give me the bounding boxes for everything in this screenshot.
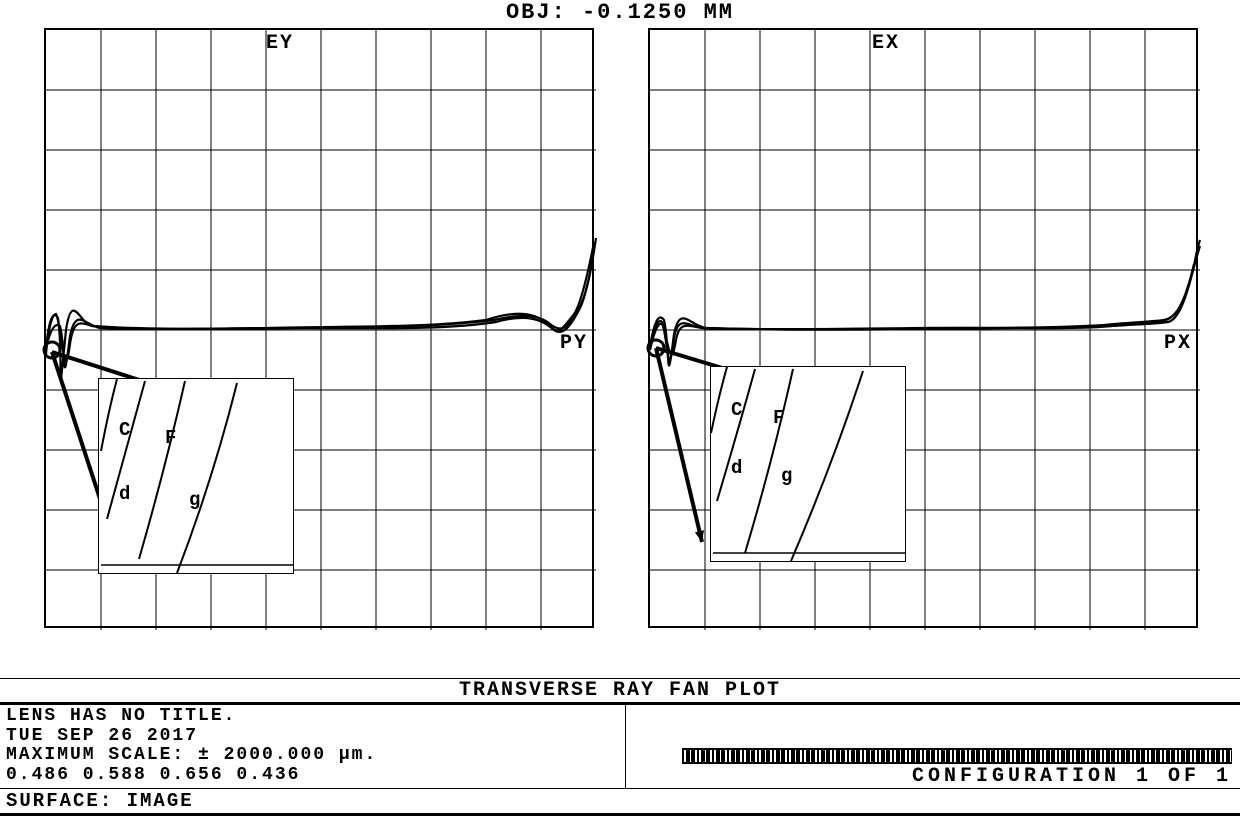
axis-label-ex: EX <box>872 32 900 55</box>
inset-curve-label: C <box>731 399 744 421</box>
info-block: TRANSVERSE RAY FAN PLOT LENS HAS NO TITL… <box>0 678 1240 816</box>
inset-curve-label: g <box>781 465 794 487</box>
surface-line: SURFACE: IMAGE <box>0 788 1240 816</box>
info-line: LENS HAS NO TITLE. <box>6 707 619 727</box>
axis-label-py: PY <box>560 332 588 355</box>
inset-curve-label: d <box>119 483 132 505</box>
inset-curve-label: C <box>119 419 132 441</box>
barcode-icon <box>682 748 1232 764</box>
info-line: MAXIMUM SCALE: ± 2000.000 µm. <box>6 746 619 766</box>
info-right: CONFIGURATION 1 OF 1 <box>626 705 1240 788</box>
inset-curve-label: F <box>773 407 786 429</box>
plot-ex: EX PX C Fd g <box>648 28 1198 628</box>
inset-curves-left <box>99 379 295 575</box>
zoom-inset-right: C Fd g <box>710 366 906 562</box>
zoom-inset-left: C Fd g <box>98 378 294 574</box>
info-text: LENS HAS NO TITLE. TUE SEP 26 2017 MAXIM… <box>0 705 626 788</box>
page-title: OBJ: -0.1250 MM <box>0 0 1240 25</box>
plot-area: EY PY C Fd g EX PX C Fd g <box>44 28 1204 628</box>
config-text: CONFIGURATION 1 OF 1 <box>912 765 1232 788</box>
inset-curve-label: g <box>189 489 202 511</box>
axis-label-ey: EY <box>266 32 294 55</box>
info-title: TRANSVERSE RAY FAN PLOT <box>0 678 1240 705</box>
info-line: 0.486 0.588 0.656 0.436 <box>6 766 619 786</box>
info-line: TUE SEP 26 2017 <box>6 727 619 747</box>
axis-label-px: PX <box>1164 332 1192 355</box>
plot-ey: EY PY C Fd g <box>44 28 594 628</box>
inset-curve-label: d <box>731 457 744 479</box>
inset-curve-label: F <box>165 427 178 449</box>
